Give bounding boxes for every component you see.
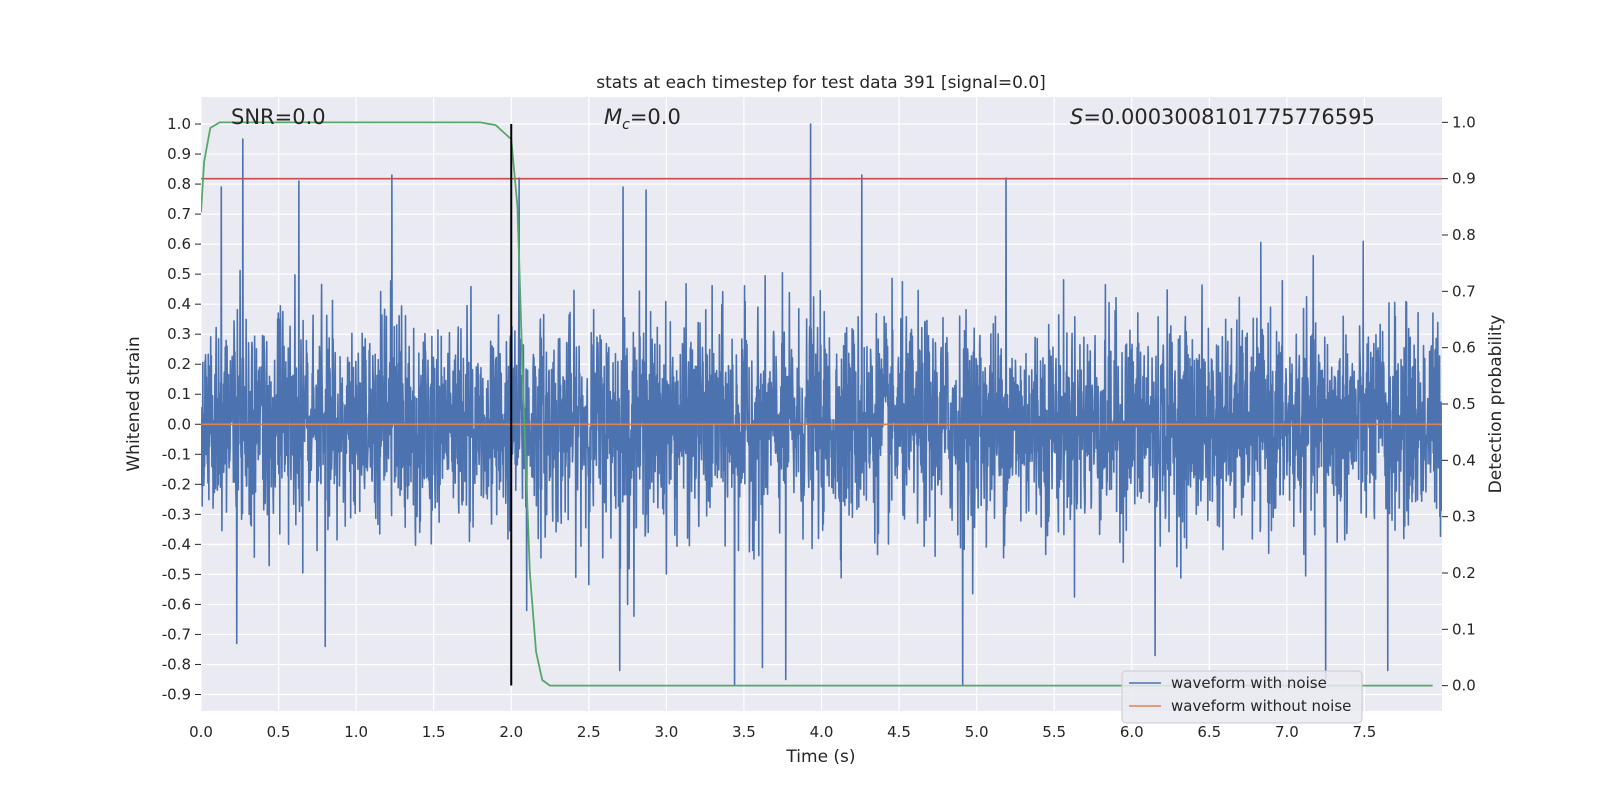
x-tick-label: 6.0 (1120, 723, 1144, 741)
y-left-tick-label: -0.9 (162, 685, 191, 703)
x-tick-label: 3.5 (732, 723, 756, 741)
y-right-tick-label: 0.7 (1452, 282, 1476, 300)
y-right-tick-label: 0.2 (1452, 564, 1476, 582)
y-left-tick-label: 0.0 (167, 415, 191, 433)
x-tick-label: 7.5 (1353, 723, 1377, 741)
y-left-tick-label: -0.8 (162, 655, 191, 673)
y-left-tick-label: 0.6 (167, 235, 191, 253)
y-left-tick-label: 1.0 (167, 115, 191, 133)
y-right-tick-label: 0.1 (1452, 620, 1476, 638)
y-left-tick-label: 0.1 (167, 385, 191, 403)
y-left-tick-label: -0.2 (162, 475, 191, 493)
legend-box (1121, 670, 1363, 724)
y-left-tick-label: 0.2 (167, 355, 191, 373)
y-axis-left-ticks: 1.0 0.9 0.8 0.7 0.6 0.5 0.4 0.3 0.2 0.1 0.0 -0.1 -0.… (162, 115, 201, 703)
y-left-tick-label: -0.3 (162, 505, 191, 523)
chirp-mass-annotation: Mc=0.0 (604, 105, 681, 133)
x-tick-label: 4.0 (810, 723, 834, 741)
x-tick-label: 4.5 (887, 723, 911, 741)
y-left-tick-label: -0.1 (162, 445, 191, 463)
x-tick-label: 7.0 (1275, 723, 1299, 741)
y-right-tick-label: 0.5 (1452, 395, 1476, 413)
legend-entry-noisy: waveform with noise (1171, 674, 1327, 692)
legend: waveform with noise waveform without noi… (1121, 670, 1363, 724)
y-left-tick-label: 0.8 (167, 175, 191, 193)
y-right-tick-label: 0.0 (1452, 677, 1476, 695)
s-symbol: S (1070, 105, 1083, 129)
y-left-tick-label: -0.5 (162, 565, 191, 583)
x-tick-label: 6.5 (1197, 723, 1221, 741)
series-layer (201, 121, 1442, 687)
x-tick-label: 2.5 (577, 723, 601, 741)
chart-title: stats at each timestep for test data 391… (596, 73, 1046, 93)
x-tick-label: 1.0 (344, 723, 368, 741)
y-right-tick-label: 0.8 (1452, 226, 1476, 244)
legend-entry-clean: waveform without noise (1171, 697, 1351, 715)
y-left-tick-label: 0.4 (167, 295, 191, 313)
series-waveform-with-noise (201, 123, 1442, 687)
y-left-tick-label: 0.9 (167, 145, 191, 163)
mc-subscript: c (622, 117, 630, 133)
y-left-tick-label: 0.7 (167, 205, 191, 223)
y-right-tick-label: 1.0 (1452, 113, 1476, 131)
s-value: =0.0003008101775776595 (1083, 105, 1375, 129)
x-tick-label: 0.5 (267, 723, 291, 741)
y-left-tick-label: 0.5 (167, 265, 191, 283)
y-right-tick-label: 0.4 (1452, 451, 1476, 469)
score-annotation: S=0.0003008101775776595 (1070, 105, 1375, 129)
x-axis-ticks: 0.0 0.5 1.0 1.5 2.0 2.5 3.0 3.5 4.0 4.5 5.0 5.5 6.0 6… (189, 723, 1376, 741)
x-tick-label: 2.0 (499, 723, 523, 741)
y-axis-right-ticks: 1.0 0.9 0.8 0.7 0.6 0.5 0.4 0.3 0.2 0.1 0.0 (1442, 113, 1476, 695)
x-tick-label: 1.5 (422, 723, 446, 741)
y-axis-right-label: Detection probability (1486, 315, 1506, 494)
mc-symbol: M (604, 105, 622, 129)
y-right-tick-label: 0.3 (1452, 508, 1476, 526)
x-tick-label: 0.0 (189, 723, 213, 741)
y-left-tick-label: -0.6 (162, 595, 191, 613)
y-left-tick-label: 0.3 (167, 325, 191, 343)
y-left-tick-label: -0.4 (162, 535, 191, 553)
x-tick-label: 3.0 (654, 723, 678, 741)
y-right-tick-label: 0.9 (1452, 170, 1476, 188)
x-tick-label: 5.5 (1042, 723, 1066, 741)
y-right-tick-label: 0.6 (1452, 339, 1476, 357)
mc-value: =0.0 (630, 105, 681, 129)
y-left-tick-label: -0.7 (162, 625, 191, 643)
y-axis-left-label: Whitened strain (124, 336, 144, 471)
x-axis-label: Time (s) (785, 747, 855, 767)
snr-annotation: SNR=0.0 (231, 105, 326, 129)
x-tick-label: 5.0 (965, 723, 989, 741)
